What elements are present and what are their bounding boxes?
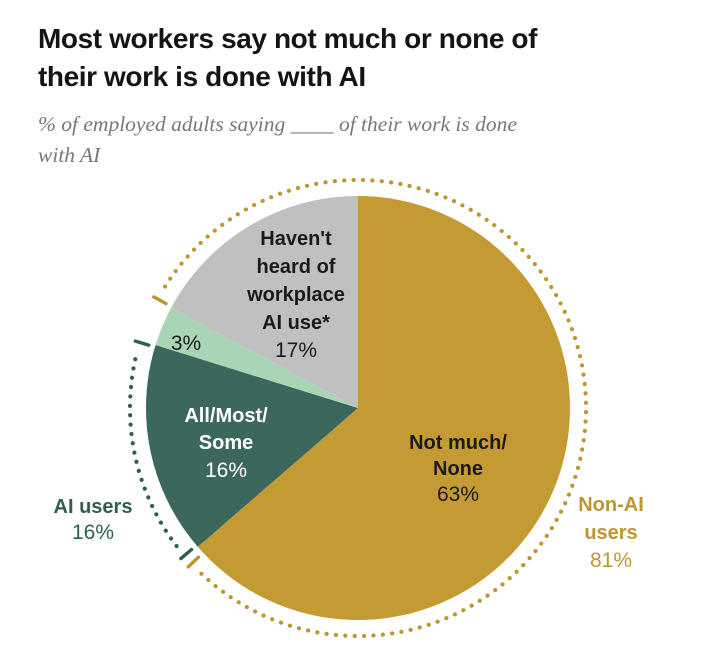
slice-pct-unlabeled-sliver: 3% — [171, 332, 201, 355]
outer-arc-non-ai-users — [162, 177, 589, 639]
pie-slice-all-most-some — [145, 345, 358, 547]
arc-pct-non-ai-users: 81% — [590, 549, 632, 572]
arc-label-non-ai-users-line-1: Non-AI — [578, 494, 644, 516]
arc-tick-non-ai-users-1 — [152, 295, 168, 306]
arc-tick-non-ai-users-2 — [186, 555, 201, 569]
slice-label-all-most-some-line-2: Some — [199, 432, 253, 454]
arc-pct-ai-users: 16% — [72, 521, 114, 544]
arc-label-ai-users-line-1: AI users — [54, 496, 133, 518]
chart-subtitle-line-1: % of employed adults saying ____ of thei… — [38, 112, 517, 136]
chart-subtitle-line-2: with AI — [38, 143, 101, 167]
chart-header: Most workers say not much or none of the… — [38, 20, 678, 171]
slice-pct-not-much-none: 63% — [437, 483, 479, 506]
slice-label-havent-heard-line-4: AI use* — [262, 312, 330, 334]
slice-label-not-much-none-line-1: Not much/ — [409, 432, 507, 454]
arc-tick-ai-users-2 — [133, 339, 151, 347]
slice-label-havent-heard-line-2: heard of — [257, 256, 336, 278]
arc-label-non-ai-users-line-2: users — [584, 522, 637, 544]
slice-pct-all-most-some: 16% — [205, 459, 247, 482]
pie-slice-not-much-none — [197, 196, 570, 620]
slice-label-all-most-some-line-1: All/Most/ — [184, 405, 268, 427]
slice-label-havent-heard-line-3: workplace — [246, 284, 345, 306]
chart-title: Most workers say not much or none of the… — [38, 20, 678, 96]
slice-label-havent-heard-line-1: Haven't — [260, 228, 332, 250]
chart-subtitle: % of employed adults saying ____ of thei… — [38, 109, 678, 171]
pie-slice-unlabeled-sliver — [155, 307, 358, 408]
chart-title-line-1: Most workers say not much or none of — [38, 23, 538, 54]
slice-label-not-much-none-line-2: None — [433, 458, 483, 480]
slice-pct-havent-heard: 17% — [275, 339, 317, 362]
outer-arc-ai-users — [127, 352, 179, 549]
pie-slice-havent-heard — [171, 196, 358, 408]
arc-tick-ai-users-1 — [179, 547, 194, 561]
chart-title-line-2: their work is done with AI — [38, 61, 366, 92]
